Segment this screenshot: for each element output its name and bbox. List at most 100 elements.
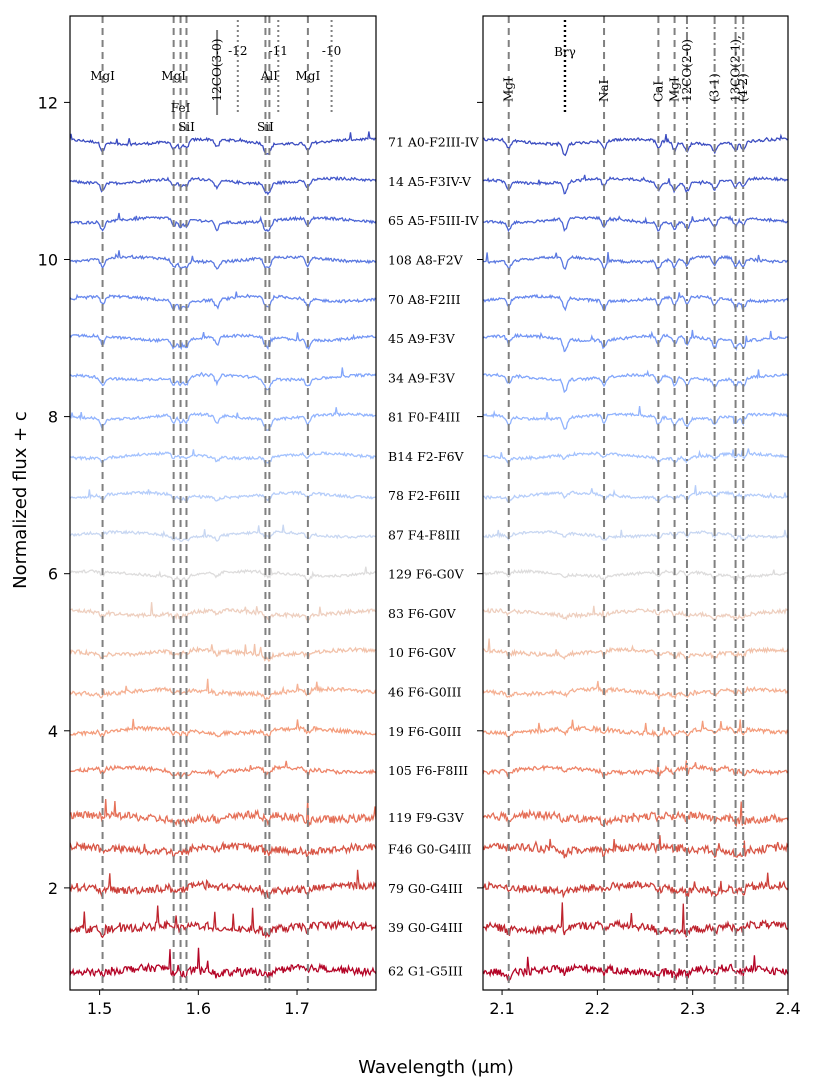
spectrum-line: [70, 869, 376, 898]
x-tick-label: 1.7: [284, 999, 309, 1018]
spectrum-line: [483, 214, 788, 233]
spectrum-line: [70, 566, 376, 582]
spectrum-line: [483, 680, 788, 701]
spectrum-line: [70, 798, 376, 827]
feature-label: -10: [322, 44, 341, 58]
plot-frame: [69, 15, 377, 991]
x-tick-label: 2.1: [489, 999, 514, 1018]
feature-label: MgI: [161, 69, 186, 83]
y-tick-label: 4: [48, 722, 58, 741]
spectrum-line: [70, 291, 376, 312]
spectrum-line: [483, 406, 788, 430]
spectrum-line: [483, 902, 788, 938]
feature-label: MgI: [668, 77, 682, 102]
y-axis-label: Normalized flux + c: [10, 411, 31, 589]
spectrum-line: [70, 760, 376, 780]
spectrum-line: [483, 835, 788, 859]
feature-label: SiI: [178, 120, 195, 134]
feature-label: (3-1): [708, 73, 722, 102]
y-axis-ticks: 2 4 6 8 10 12: [38, 93, 483, 898]
spectrum-line: [483, 133, 788, 157]
series-label: B14 F2-F6V: [388, 449, 465, 464]
spectrum-line: [70, 524, 376, 543]
x-tick-label: 1.5: [87, 999, 112, 1018]
spectrum-line: [70, 947, 376, 979]
feature-label: (4-2): [736, 73, 750, 102]
feature-label: MgI: [296, 69, 321, 83]
series-label: 79 G0-G4III: [388, 881, 463, 896]
spectrum-line: [70, 367, 376, 391]
series-label: 87 F4-F8III: [388, 527, 460, 542]
plot-frame: [482, 15, 789, 991]
spectrum-line: [483, 872, 788, 899]
feature-label: CaI: [651, 81, 665, 102]
spectra-group-0: [70, 131, 376, 979]
series-label: 62 G1-G5III: [388, 963, 463, 978]
spectrum-line: [483, 329, 788, 353]
spectrum-line: [70, 840, 376, 858]
feature-label: MgI: [90, 69, 115, 83]
series-label: 78 F2-F6III: [388, 488, 460, 503]
feature-label: 12CO(3-0): [210, 39, 224, 102]
feature-label: Brγ: [554, 45, 576, 59]
series-label: 83 F6-G0V: [388, 606, 457, 621]
spectrum-line: [70, 407, 376, 431]
spectrum-line: [70, 678, 376, 701]
spectrum-line: [70, 905, 376, 939]
spectrum-line: [483, 252, 788, 272]
x-tick-label: 2.3: [680, 999, 705, 1018]
spectra-group-1: [483, 133, 788, 982]
spectrum-line: [483, 719, 788, 740]
series-label: 10 F6-G0V: [388, 645, 457, 660]
spectrum-line: [483, 292, 788, 312]
spectrum-line: [483, 369, 788, 394]
x-tick-label: 2.4: [775, 999, 800, 1018]
y-tick-label: 8: [48, 408, 58, 427]
series-label: 70 A8-F2III: [388, 292, 461, 307]
spectrum-line: [483, 605, 788, 621]
feature-label: -12: [228, 44, 247, 58]
series-label: 71 A0-F2III-IV: [388, 135, 480, 150]
x-tick-label: 1.6: [186, 999, 211, 1018]
series-label: 65 A5-F5III-IV: [388, 213, 480, 228]
spectrum-line: [483, 568, 788, 582]
spectrum-line: [70, 718, 376, 738]
spectrum-line: [483, 760, 788, 778]
series-label: 45 A9-F3V: [388, 331, 456, 346]
series-label: 19 F6-G0III: [388, 724, 462, 739]
spectrum-line: [483, 955, 788, 982]
spectrum-line: [483, 174, 788, 195]
spectrum-line: [70, 175, 376, 196]
series-label: 129 F6-G0V: [388, 567, 465, 582]
y-tick-label: 12: [38, 93, 58, 112]
feature-label: 13CO(2-1),: [729, 35, 743, 102]
y-tick-label: 10: [38, 251, 58, 270]
series-label: 14 A5-F3IV-V: [388, 174, 472, 189]
spectrum-line: [70, 212, 376, 232]
series-label: 34 A9-F3V: [388, 370, 456, 385]
feature-label: 12CO(2-0): [680, 39, 694, 102]
spectrum-line: [483, 485, 788, 503]
series-label: 81 F0-F4III: [388, 410, 460, 425]
spectrum-line: [70, 449, 376, 464]
spectrum-line: [70, 131, 376, 156]
series-label: 46 F6-G0III: [388, 685, 462, 700]
spectrum-line: [483, 638, 788, 661]
y-tick-label: 6: [48, 565, 58, 584]
spectrum-line: [70, 489, 376, 502]
series-label: 119 F9-G3V: [388, 810, 465, 825]
feature-label: NaI: [597, 79, 611, 102]
spectrum-line: [483, 448, 788, 465]
spectrum-line: [70, 643, 376, 663]
feature-label: MgI: [502, 77, 516, 102]
spectrum-line: [483, 801, 788, 828]
y-tick-label: 2: [48, 879, 58, 898]
series-label: F46 G0-G4III: [388, 842, 472, 857]
spectrum-line: [70, 250, 376, 271]
feature-label: AlI: [260, 69, 279, 83]
feature-label: SiI: [257, 120, 274, 134]
spectrum-line: [70, 331, 376, 351]
series-label: 108 A8-F2V: [388, 253, 464, 268]
